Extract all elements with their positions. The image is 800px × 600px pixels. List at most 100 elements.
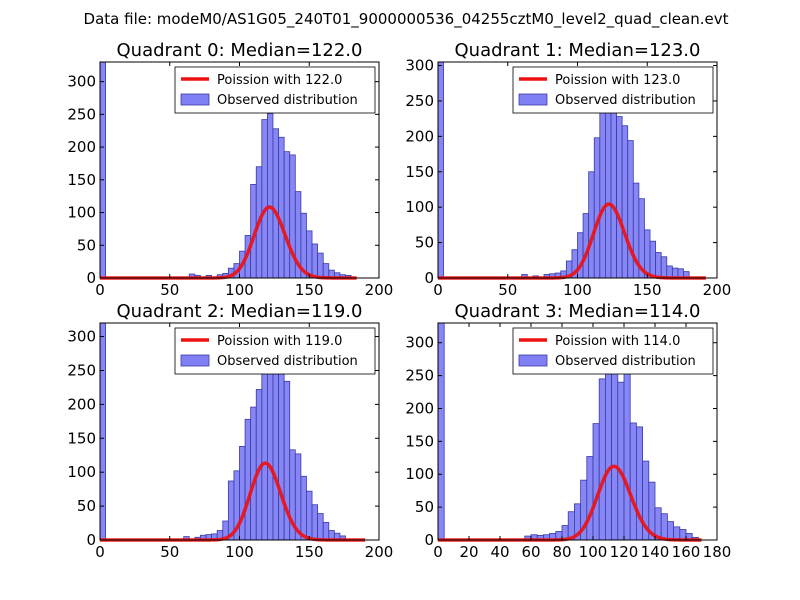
x-tick-label: 200 [365,543,394,561]
figure-suptitle: Data file: modeM0/AS1G05_240T01_90000005… [84,10,729,29]
x-tick-label: 50 [160,543,179,561]
histogram-bar [261,349,268,541]
x-tick-label: 150 [633,281,662,299]
y-tick-label: 150 [405,163,434,181]
observed-bars [99,322,346,541]
x-tick-label: 80 [552,543,571,561]
quadrant-2-panel: Quadrant 2: Median=119.0 0 50 100 150 200 0 50… [67,301,393,561]
legend: Poission with 123.0 Observed distribution [512,66,714,114]
y-tick-label: 300 [67,328,96,346]
x-tick-label: 100 [225,281,254,299]
y-tick-label: 100 [67,463,96,481]
histogram-bar [611,368,619,541]
quadrant-3-title: Quadrant 3: Median=114.0 [455,301,701,322]
histogram-bar [283,151,291,279]
histogram-bar [617,381,625,541]
y-tick-label: 0 [86,531,96,549]
y-tick-label: 200 [405,399,434,417]
x-tick-label: 0 [95,281,105,299]
histogram-bar [593,137,601,279]
histogram-bar [306,490,313,541]
histogram-bar [660,256,668,279]
histogram-bar [667,521,675,541]
histogram-bar [311,243,319,279]
x-tick-label: 140 [641,543,670,561]
legend-line-label: Poission with 119.0 [217,334,342,349]
x-tick-label: 180 [703,543,732,561]
legend-line-label: Poission with 114.0 [555,334,680,349]
y-tick-label: 50 [415,498,434,516]
quadrant-1-panel: Quadrant 1: Median=123.0 0 50 100 150 200 0 50… [405,40,731,299]
histogram-bar [311,504,319,541]
histogram-bar [266,113,274,279]
y-tick-label: 150 [405,432,434,450]
legend-bar-swatch [180,93,210,106]
y-tick-label: 300 [405,57,434,75]
y-tick-label: 200 [67,395,96,413]
x-tick-label: 40 [490,543,509,561]
legend-bar-label: Observed distribution [217,93,358,108]
x-tick-label: 200 [365,281,394,299]
histogram-bar [588,171,595,279]
y-tick-label: 0 [424,269,434,287]
y-tick-label: 200 [405,127,434,145]
histogram-bar [278,348,285,541]
quadrant-0-panel: Quadrant 0: Median=122.0 0 50 100 150 200 0 50… [67,40,393,299]
histogram-bar [599,104,606,279]
quadrant-2-title: Quadrant 2: Median=119.0 [117,301,363,322]
x-tick-label: 60 [521,543,540,561]
histogram-bar [437,61,444,279]
histogram-bar [592,423,600,541]
y-tick-label: 250 [67,105,96,123]
legend-line-label: Poission with 123.0 [555,73,680,88]
legend-line-label: Poission with 122.0 [217,73,342,88]
y-tick-label: 100 [67,204,96,222]
x-tick-label: 100 [579,543,608,561]
y-tick-label: 250 [67,361,96,379]
legend-bar-label: Observed distribution [555,354,696,369]
histogram-bar [278,136,285,279]
y-tick-label: 300 [405,334,434,352]
x-tick-label: 200 [703,281,732,299]
x-tick-label: 150 [295,543,324,561]
histogram-bar [317,252,324,279]
legend-bar-swatch [518,93,548,106]
axes-frame [437,322,718,541]
legend-bar-swatch [180,354,210,367]
histogram-bar [300,475,307,541]
legend: Poission with 114.0 Observed distribution [512,327,714,375]
x-tick-label: 150 [295,281,324,299]
y-tick-label: 150 [67,429,96,447]
histogram-bar [610,101,617,279]
histogram-bar [261,119,268,279]
y-tick-label: 0 [86,269,96,287]
y-tick-label: 0 [424,531,434,549]
histogram-bar [317,513,324,541]
x-tick-label: 0 [433,281,443,299]
x-tick-label: 160 [672,543,701,561]
quadrant-3-panel: Quadrant 3: Median=114.0 0 20 40 60 80 100 120… [405,301,731,561]
x-tick-label: 50 [498,281,517,299]
quadrant-1-title: Quadrant 1: Median=123.0 [455,40,701,61]
histogram-bar [598,378,606,541]
histogram-bar [586,456,594,541]
histogram-bar [266,368,274,541]
x-tick-label: 0 [95,543,105,561]
y-tick-label: 50 [77,236,96,254]
y-tick-label: 50 [415,234,434,252]
y-tick-label: 100 [405,198,434,216]
histogram-bar [244,418,252,541]
x-tick-label: 120 [610,543,639,561]
y-tick-label: 300 [67,73,96,91]
histogram-bar [655,252,662,279]
histogram-bar [322,521,330,541]
histogram-bar [306,230,313,279]
y-tick-label: 250 [405,92,434,110]
histogram-bar [272,128,279,279]
histogram-bar [239,446,246,541]
legend-bar-swatch [518,354,548,367]
y-tick-label: 250 [405,367,434,385]
x-tick-label: 20 [459,543,478,561]
histogram-bar [621,125,629,279]
